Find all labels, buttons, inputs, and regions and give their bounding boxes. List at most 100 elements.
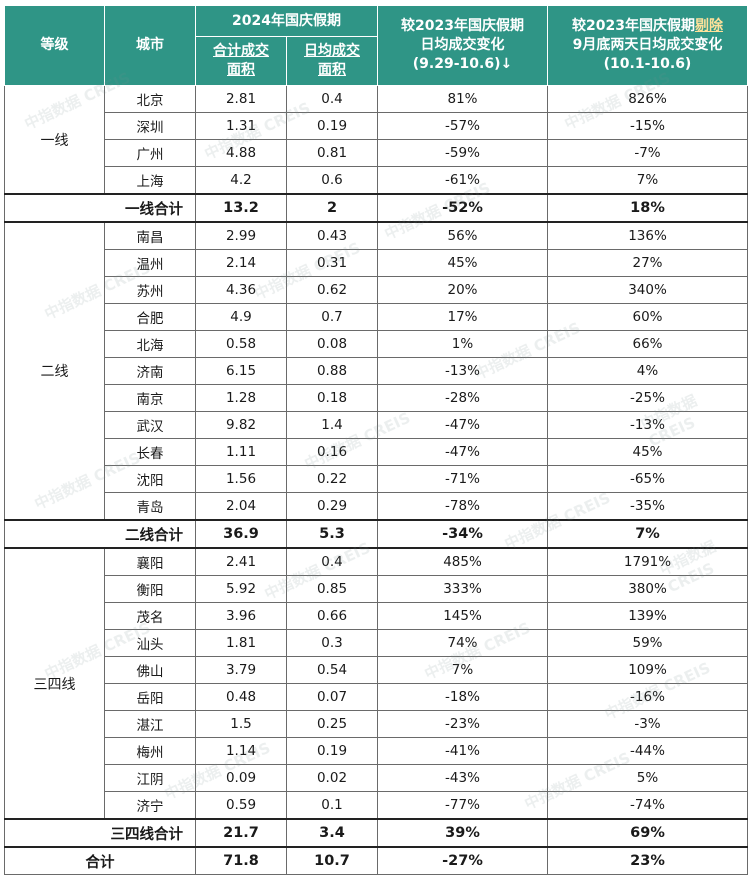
change-excl-cell: 66% (547, 330, 748, 358)
change-cell: -71% (377, 465, 548, 493)
daily-area-cell: 0.29 (286, 492, 378, 521)
total-area-cell: 2.99 (195, 221, 287, 250)
table-header: 等级 城市 2024年国庆假期 较2023年国庆假期 日均成交变化 (9.29-… (4, 5, 748, 86)
table-row: 二线 南昌 2.99 0.43 56% 136% (4, 221, 748, 521)
table-row: 岳阳 0.48 0.07 -18% -16% (5, 683, 748, 711)
table-row: 武汉 9.82 1.4 -47% -13% (5, 411, 748, 439)
subtotal-change: 39% (377, 818, 548, 848)
city-cell: 衡阳 (104, 575, 196, 603)
daily-area-cell: 0.31 (286, 249, 378, 277)
change-excl-cell: 380% (547, 575, 748, 603)
total-area-cell: 2.41 (195, 547, 287, 576)
table-row: 上海 4.2 0.6 -61% 7% (5, 166, 748, 195)
tier-cell: 三四线 (4, 547, 105, 820)
table-row: 湛江 1.5 0.25 -23% -3% (5, 710, 748, 738)
total-area-cell: 4.36 (195, 276, 287, 304)
tier-cell: 二线 (4, 221, 105, 521)
change-excl-cell: 136% (547, 221, 748, 250)
change-excl-cell: 109% (547, 656, 748, 684)
header-vs2023-excl-line1: 较2023年国庆假期剔除 (548, 17, 747, 36)
total-change: -27% (377, 846, 548, 875)
subtotal-change-excl: 18% (547, 193, 748, 223)
header-group-2024: 2024年国庆假期 (195, 5, 378, 37)
change-cell: 81% (377, 85, 548, 113)
city-cell: 沈阳 (104, 465, 196, 493)
daily-area-cell: 0.43 (286, 221, 378, 250)
header-tier: 等级 (4, 5, 105, 86)
table-row: 一线 北京 2.81 0.4 81% 826% (4, 85, 748, 195)
change-cell: 20% (377, 276, 548, 304)
daily-area-cell: 0.19 (286, 112, 378, 140)
change-cell: -59% (377, 139, 548, 167)
header-city: 城市 (104, 5, 196, 86)
table-row: 长春 1.11 0.16 -47% 45% (5, 438, 748, 466)
city-cell: 北京 (104, 85, 196, 113)
table-row: 茂名 3.96 0.66 145% 139% (5, 602, 748, 630)
change-excl-cell: 59% (547, 629, 748, 657)
change-excl-cell: -13% (547, 411, 748, 439)
total-area-cell: 3.96 (195, 602, 287, 630)
subtotal-label: 一线合计 (4, 193, 196, 223)
subtotal-change-excl: 7% (547, 519, 748, 549)
total-area-cell: 1.31 (195, 112, 287, 140)
change-excl-cell: 5% (547, 764, 748, 792)
table-row: 苏州 4.36 0.62 20% 340% (5, 276, 748, 304)
change-cell: -47% (377, 438, 548, 466)
change-excl-cell: -44% (547, 737, 748, 765)
change-excl-cell: 27% (547, 249, 748, 277)
tier-cell: 一线 (4, 85, 105, 195)
table-row: 江阴 0.09 0.02 -43% 5% (5, 764, 748, 792)
change-excl-cell: -74% (547, 791, 748, 820)
subtotal-row: 一线合计 13.2 2 -52% 18% (4, 193, 748, 223)
city-cell: 湛江 (104, 710, 196, 738)
table-row: 沈阳 1.56 0.22 -71% -65% (5, 465, 748, 493)
table-row: 温州 2.14 0.31 45% 27% (5, 249, 748, 277)
total-change-excl: 23% (547, 846, 748, 875)
change-cell: -28% (377, 384, 548, 412)
total-area-cell: 3.79 (195, 656, 287, 684)
total-area-cell: 4.9 (195, 303, 287, 331)
table-row: 合肥 4.9 0.7 17% 60% (5, 303, 748, 331)
change-excl-cell: 340% (547, 276, 748, 304)
city-cell: 佛山 (104, 656, 196, 684)
table-row: 梅州 1.14 0.19 -41% -44% (5, 737, 748, 765)
header-total-area: 合计成交面积 (195, 36, 287, 86)
change-cell: 485% (377, 547, 548, 576)
change-excl-cell: -7% (547, 139, 748, 167)
subtotal-total-area: 21.7 (195, 818, 287, 848)
table-row: 济南 6.15 0.88 -13% 4% (5, 357, 748, 385)
city-cell: 济南 (104, 357, 196, 385)
total-area-cell: 1.28 (195, 384, 287, 412)
city-cell: 梅州 (104, 737, 196, 765)
change-cell: 333% (377, 575, 548, 603)
daily-area-cell: 1.4 (286, 411, 378, 439)
city-cell: 青岛 (104, 492, 196, 521)
table-row: 北海 0.58 0.08 1% 66% (5, 330, 748, 358)
daily-area-cell: 0.02 (286, 764, 378, 792)
city-cell: 深圳 (104, 112, 196, 140)
data-table: 等级 城市 2024年国庆假期 较2023年国庆假期 日均成交变化 (9.29-… (4, 5, 748, 875)
header-daily-area: 日均成交面积 (286, 36, 378, 86)
total-area-cell: 0.58 (195, 330, 287, 358)
total-area-cell: 9.82 (195, 411, 287, 439)
city-cell: 武汉 (104, 411, 196, 439)
daily-area-cell: 0.22 (286, 465, 378, 493)
daily-area-cell: 0.25 (286, 710, 378, 738)
change-excl-cell: 7% (547, 166, 748, 195)
daily-area-cell: 0.81 (286, 139, 378, 167)
header-vs2023-line3: (9.29-10.6)↓ (412, 55, 513, 72)
change-excl-cell: 45% (547, 438, 748, 466)
grand-total-row: 合计 71.8 10.7 -27% 23% (4, 846, 748, 875)
table-row: 三四线 襄阳 2.41 0.4 485% 1791% (4, 547, 748, 820)
subtotal-row: 二线合计 36.9 5.3 -34% 7% (4, 519, 748, 549)
change-excl-cell: -25% (547, 384, 748, 412)
header-vs2023-excl-line2: 9月底两天日均成交变化 (572, 37, 723, 54)
city-cell: 南昌 (104, 221, 196, 250)
change-cell: 145% (377, 602, 548, 630)
daily-area-cell: 0.88 (286, 357, 378, 385)
change-excl-cell: -65% (547, 465, 748, 493)
total-area-cell: 5.92 (195, 575, 287, 603)
table-row: 佛山 3.79 0.54 7% 109% (5, 656, 748, 684)
header-vs2023-excl-line3: (10.1-10.6) (603, 55, 692, 72)
